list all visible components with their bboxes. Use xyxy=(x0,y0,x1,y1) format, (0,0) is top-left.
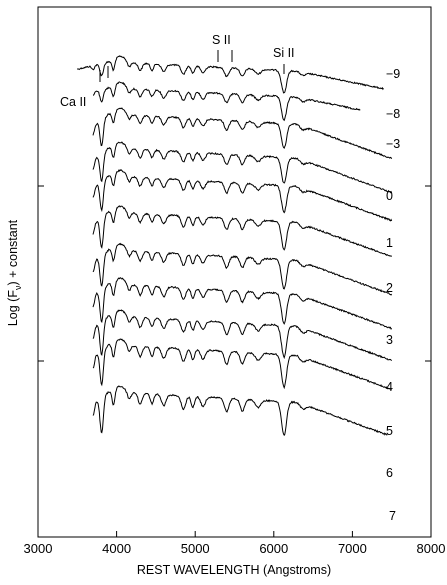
spectrum-line xyxy=(92,107,393,160)
x-tick-label: 8000 xyxy=(417,541,446,556)
epoch-label: 4 xyxy=(386,380,393,394)
spectrum-line xyxy=(92,168,393,222)
x-tick-label: 6000 xyxy=(259,541,288,556)
spectra-lines xyxy=(76,55,393,437)
line-id-label: S II xyxy=(212,33,231,47)
epoch-label: 0 xyxy=(386,189,393,203)
epoch-labels: −9 −8 −3 0 1 2 3 4 5 6 7 xyxy=(386,67,400,523)
epoch-label: 5 xyxy=(386,424,393,438)
spectrum-line xyxy=(92,141,393,194)
line-id-marks: Ca II S II Si II xyxy=(60,33,295,109)
epoch-label: 1 xyxy=(386,236,393,250)
x-tick-label: 7000 xyxy=(338,541,367,556)
spectrum-line xyxy=(92,242,393,296)
y-axis-ticks xyxy=(38,185,431,362)
spectrum-line xyxy=(92,205,393,257)
y-axis-title-tail: ) + constant xyxy=(6,219,20,285)
y-axis-title-subscript: ν xyxy=(13,285,23,290)
x-tick-label: 4000 xyxy=(102,541,131,556)
epoch-label: 2 xyxy=(386,281,393,295)
y-axis-title: Log (Fν) + constant xyxy=(6,219,23,326)
spectrum-line xyxy=(92,338,392,391)
spectrum-line xyxy=(92,277,393,330)
x-tick-label: 3000 xyxy=(24,541,53,556)
spectrum-line xyxy=(76,55,384,94)
spectrum-line xyxy=(92,309,393,361)
spectrum-line xyxy=(93,81,361,122)
epoch-label: −3 xyxy=(386,137,400,151)
plot-frame xyxy=(37,6,432,538)
epoch-label: 3 xyxy=(386,333,393,347)
epoch-label: 7 xyxy=(389,509,396,523)
epoch-label: −8 xyxy=(386,107,400,121)
x-tick-label: 5000 xyxy=(181,541,210,556)
epoch-label: 6 xyxy=(386,466,393,480)
line-id-label: Ca II xyxy=(60,95,86,109)
spectrum-line xyxy=(92,385,388,437)
x-axis-ticks: 3000 4000 5000 6000 7000 8000 xyxy=(24,531,446,556)
epoch-label: −9 xyxy=(386,67,400,81)
y-axis-title-main: Log (F xyxy=(6,290,20,326)
x-axis-title: REST WAVELENGTH (Angstroms) xyxy=(137,563,331,577)
line-id-label: Si II xyxy=(273,46,295,60)
